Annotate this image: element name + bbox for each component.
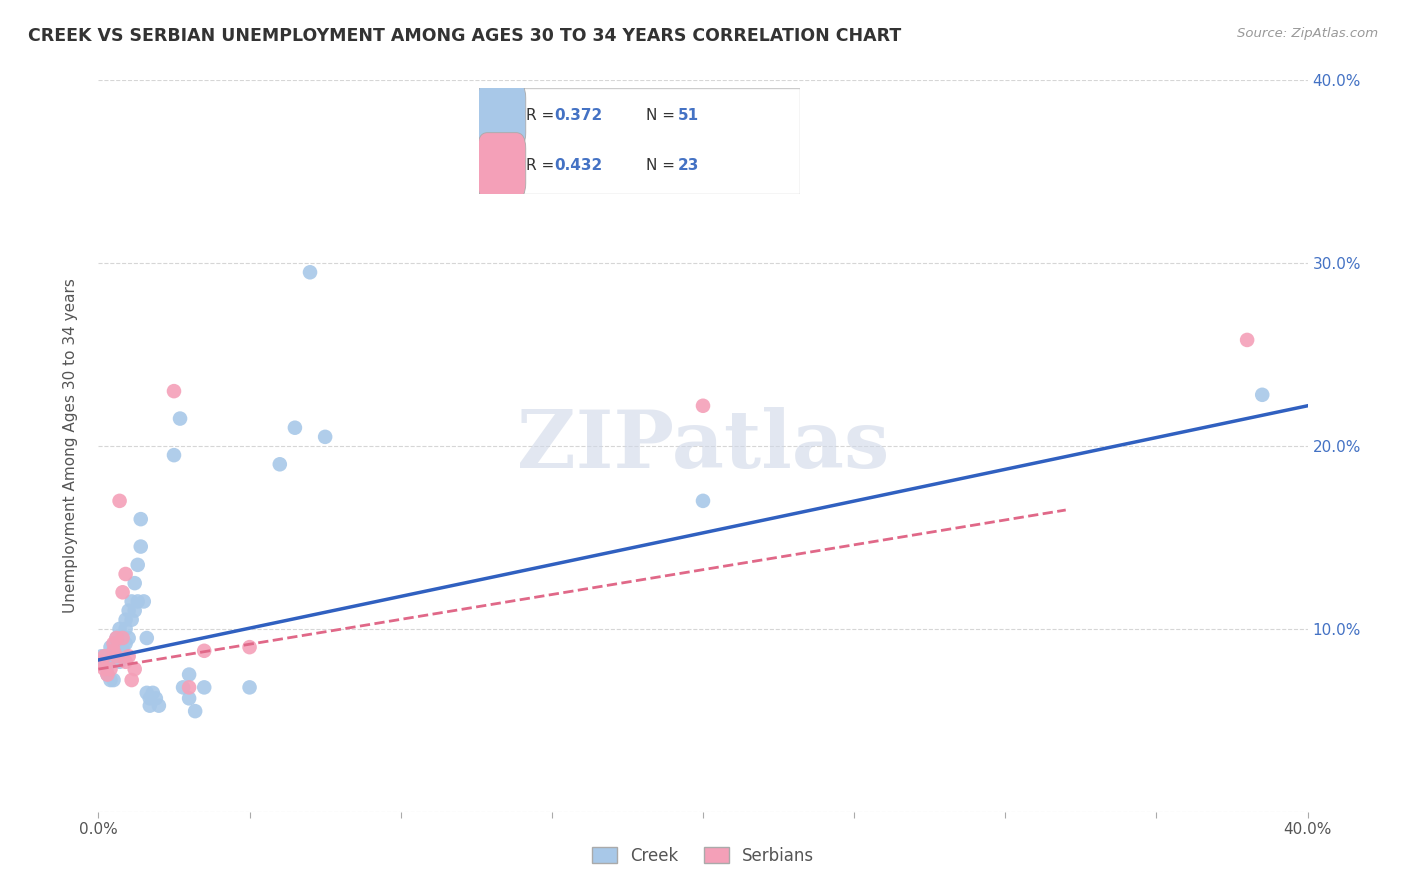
Point — [163, 384, 186, 399]
Point — [121, 613, 143, 627]
Point — [148, 698, 170, 713]
Point — [1236, 333, 1258, 347]
Legend: Creek, Serbians: Creek, Serbians — [583, 838, 823, 873]
Point — [172, 681, 194, 695]
Point — [124, 603, 146, 617]
Point — [179, 681, 201, 695]
Point — [93, 649, 115, 664]
Point — [1251, 388, 1274, 402]
Point — [105, 649, 128, 664]
Point — [90, 649, 112, 664]
Point — [135, 631, 157, 645]
Point — [100, 673, 122, 687]
Point — [100, 640, 122, 655]
Point — [118, 603, 141, 617]
Point — [169, 411, 191, 425]
Point — [129, 540, 152, 554]
Point — [239, 640, 262, 655]
Point — [142, 686, 165, 700]
Point — [111, 649, 134, 664]
Point — [96, 667, 118, 681]
Text: CREEK VS SERBIAN UNEMPLOYMENT AMONG AGES 30 TO 34 YEARS CORRELATION CHART: CREEK VS SERBIAN UNEMPLOYMENT AMONG AGES… — [28, 27, 901, 45]
Point — [193, 681, 215, 695]
Point — [108, 622, 131, 636]
Point — [692, 493, 714, 508]
Point — [179, 691, 201, 706]
Point — [96, 658, 118, 673]
Point — [103, 649, 125, 664]
Point — [284, 421, 307, 435]
Point — [105, 644, 128, 658]
Point — [114, 622, 136, 636]
Point — [100, 662, 122, 676]
Point — [179, 667, 201, 681]
Text: Source: ZipAtlas.com: Source: ZipAtlas.com — [1237, 27, 1378, 40]
Point — [93, 658, 115, 673]
Point — [129, 512, 152, 526]
Point — [163, 448, 186, 462]
Point — [108, 655, 131, 669]
Point — [121, 673, 143, 687]
Point — [299, 265, 322, 279]
Point — [184, 704, 207, 718]
Point — [127, 558, 149, 572]
Point — [127, 594, 149, 608]
Point — [124, 662, 146, 676]
Point — [103, 673, 125, 687]
Point — [90, 655, 112, 669]
Point — [108, 636, 131, 650]
Point — [103, 644, 125, 658]
Point — [121, 594, 143, 608]
Point — [114, 636, 136, 650]
Point — [114, 613, 136, 627]
Point — [145, 691, 167, 706]
Point — [239, 681, 262, 695]
Point — [108, 493, 131, 508]
Point — [105, 631, 128, 645]
Text: ZIPatlas: ZIPatlas — [517, 407, 889, 485]
Point — [118, 631, 141, 645]
Point — [124, 576, 146, 591]
Point — [111, 585, 134, 599]
Point — [269, 458, 291, 472]
Point — [105, 631, 128, 645]
Point — [93, 662, 115, 676]
Point — [93, 649, 115, 664]
Point — [692, 399, 714, 413]
Point — [111, 631, 134, 645]
Point — [96, 667, 118, 681]
Y-axis label: Unemployment Among Ages 30 to 34 years: Unemployment Among Ages 30 to 34 years — [63, 278, 77, 614]
Point — [314, 430, 336, 444]
Point — [114, 655, 136, 669]
Point — [135, 686, 157, 700]
Point — [132, 594, 155, 608]
Point — [139, 698, 162, 713]
Point — [139, 691, 162, 706]
Point — [118, 649, 141, 664]
Point — [103, 636, 125, 650]
Point — [111, 640, 134, 655]
Point — [114, 567, 136, 582]
Point — [193, 644, 215, 658]
